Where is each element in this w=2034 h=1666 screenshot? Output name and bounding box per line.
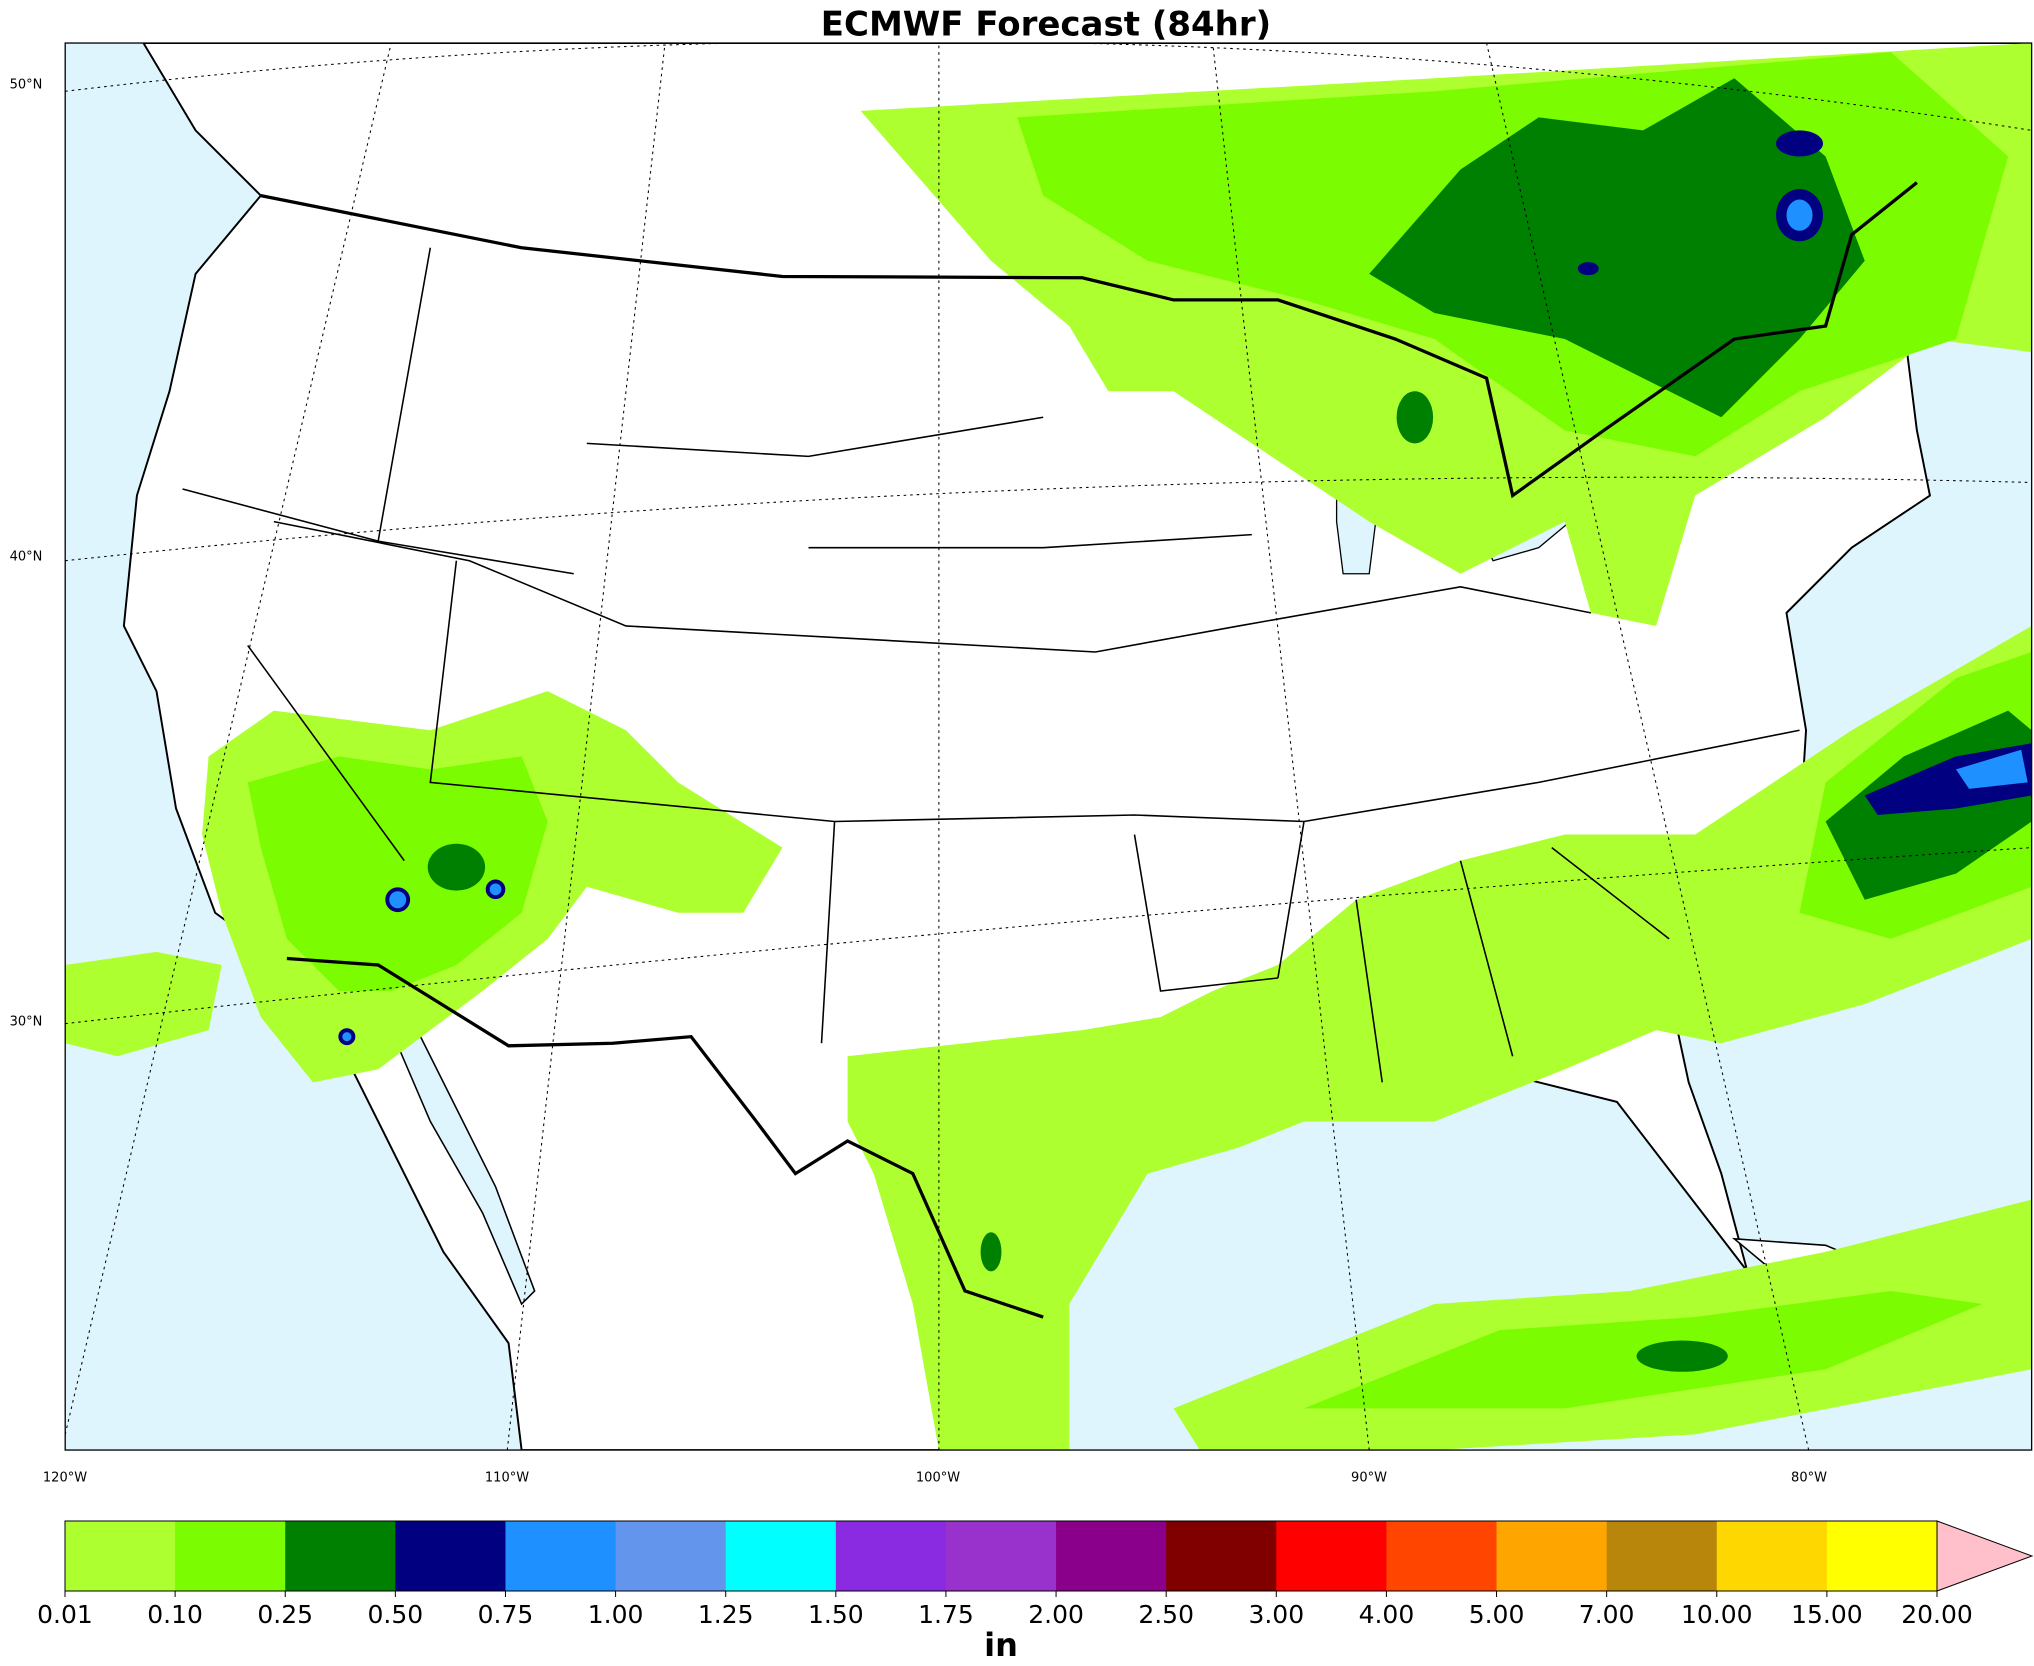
colorbar-label: 7.00	[1579, 1600, 1635, 1629]
colorbar-extension	[1936, 1520, 2034, 1592]
colorbar-swatch	[1276, 1521, 1387, 1591]
colorbar-label: 0.25	[257, 1600, 313, 1629]
colorbar-swatch	[395, 1521, 506, 1591]
precipitation	[65, 43, 2032, 1451]
latitude-label: 50°N	[10, 78, 43, 93]
longitude-label: 90°W	[1351, 1471, 1387, 1486]
colorbar-label: 1.25	[698, 1600, 754, 1629]
colorbar-label: 3.00	[1248, 1600, 1304, 1629]
colorbar-label: 1.75	[918, 1600, 974, 1629]
colorbar-label: 1.00	[588, 1600, 644, 1629]
colorbar-label: 15.00	[1791, 1600, 1863, 1629]
map-title: ECMWF Forecast (84hr)	[821, 5, 1271, 45]
colorbar-label: 0.10	[147, 1600, 203, 1629]
colorbar-label: 4.00	[1359, 1600, 1415, 1629]
colorbar-swatch	[615, 1521, 727, 1591]
colorbar-swatch	[505, 1521, 617, 1591]
colorbar-swatch	[285, 1521, 396, 1591]
colorbar-label: 0.75	[478, 1600, 534, 1629]
longitude-label: 120°W	[43, 1471, 87, 1486]
colorbar-swatch	[945, 1521, 1057, 1591]
colorbar-swatch	[175, 1521, 286, 1591]
colorbar-swatch	[1166, 1521, 1277, 1591]
colorbar-swatch	[1826, 1521, 1938, 1591]
colorbar-swatch	[1716, 1521, 1828, 1591]
latitude-label: 40°N	[10, 550, 43, 565]
colorbar-label: 2.00	[1028, 1600, 1084, 1629]
colorbar-swatch	[835, 1521, 947, 1591]
longitude-label: 100°W	[916, 1471, 960, 1486]
gulf-of-california	[370, 964, 536, 1306]
colorbar-label: 1.50	[808, 1600, 864, 1629]
map-frame	[64, 42, 2033, 1451]
colorbar-label: 10.00	[1681, 1600, 1753, 1629]
map	[64, 42, 2033, 1451]
colorbar-label: 5.00	[1469, 1600, 1525, 1629]
longitude-label: 110°W	[485, 1471, 529, 1486]
colorbar-unit: in	[984, 1626, 1018, 1664]
colorbar-swatch	[65, 1521, 176, 1591]
colorbar-swatch	[1056, 1521, 1167, 1591]
colorbar-swatch	[1386, 1521, 1498, 1591]
colorbar-label: 2.50	[1138, 1600, 1194, 1629]
latitude-label: 30°N	[10, 1015, 43, 1030]
colorbar-label: 0.01	[37, 1600, 93, 1629]
colorbar-label: 20.00	[1901, 1600, 1973, 1629]
colorbar-label: 0.50	[368, 1600, 424, 1629]
colorbar-swatch	[1496, 1521, 1608, 1591]
borders	[65, 43, 2032, 1451]
colorbar-swatch	[725, 1521, 837, 1591]
colorbar-swatch	[1606, 1521, 1718, 1591]
longitude-label: 80°W	[1791, 1471, 1827, 1486]
colorbar-frame	[64, 1520, 1938, 1592]
